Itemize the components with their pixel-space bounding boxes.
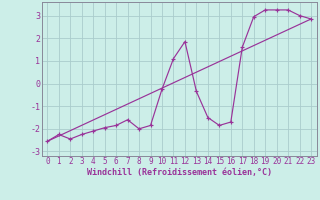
X-axis label: Windchill (Refroidissement éolien,°C): Windchill (Refroidissement éolien,°C) bbox=[87, 168, 272, 177]
